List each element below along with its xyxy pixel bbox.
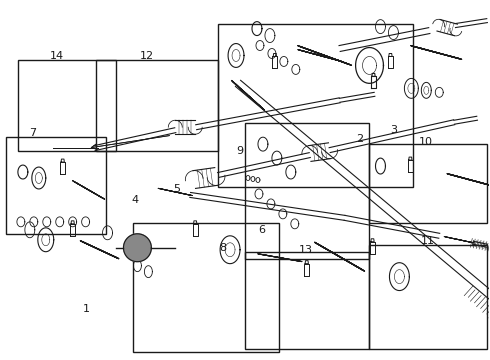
- Bar: [96, 60, 218, 151]
- Text: 6: 6: [259, 225, 266, 235]
- Text: 1: 1: [83, 304, 90, 314]
- Text: 14: 14: [50, 51, 64, 61]
- Text: 13: 13: [299, 245, 313, 255]
- Polygon shape: [123, 234, 151, 262]
- Text: 10: 10: [418, 138, 433, 147]
- Text: 7: 7: [29, 129, 36, 138]
- Bar: [133, 223, 279, 352]
- Bar: [6, 137, 106, 234]
- Text: 12: 12: [140, 51, 154, 61]
- Bar: [18, 60, 116, 151]
- Text: 11: 11: [421, 236, 435, 246]
- Text: 4: 4: [132, 195, 139, 205]
- Text: 2: 2: [356, 134, 363, 144]
- Bar: [369, 144, 487, 223]
- Bar: [245, 252, 369, 348]
- Bar: [245, 123, 369, 259]
- Text: 9: 9: [237, 146, 244, 156]
- Bar: [218, 24, 414, 187]
- Bar: [369, 244, 487, 348]
- Text: 3: 3: [391, 125, 397, 135]
- Text: 5: 5: [173, 184, 180, 194]
- Text: 8: 8: [220, 243, 226, 253]
